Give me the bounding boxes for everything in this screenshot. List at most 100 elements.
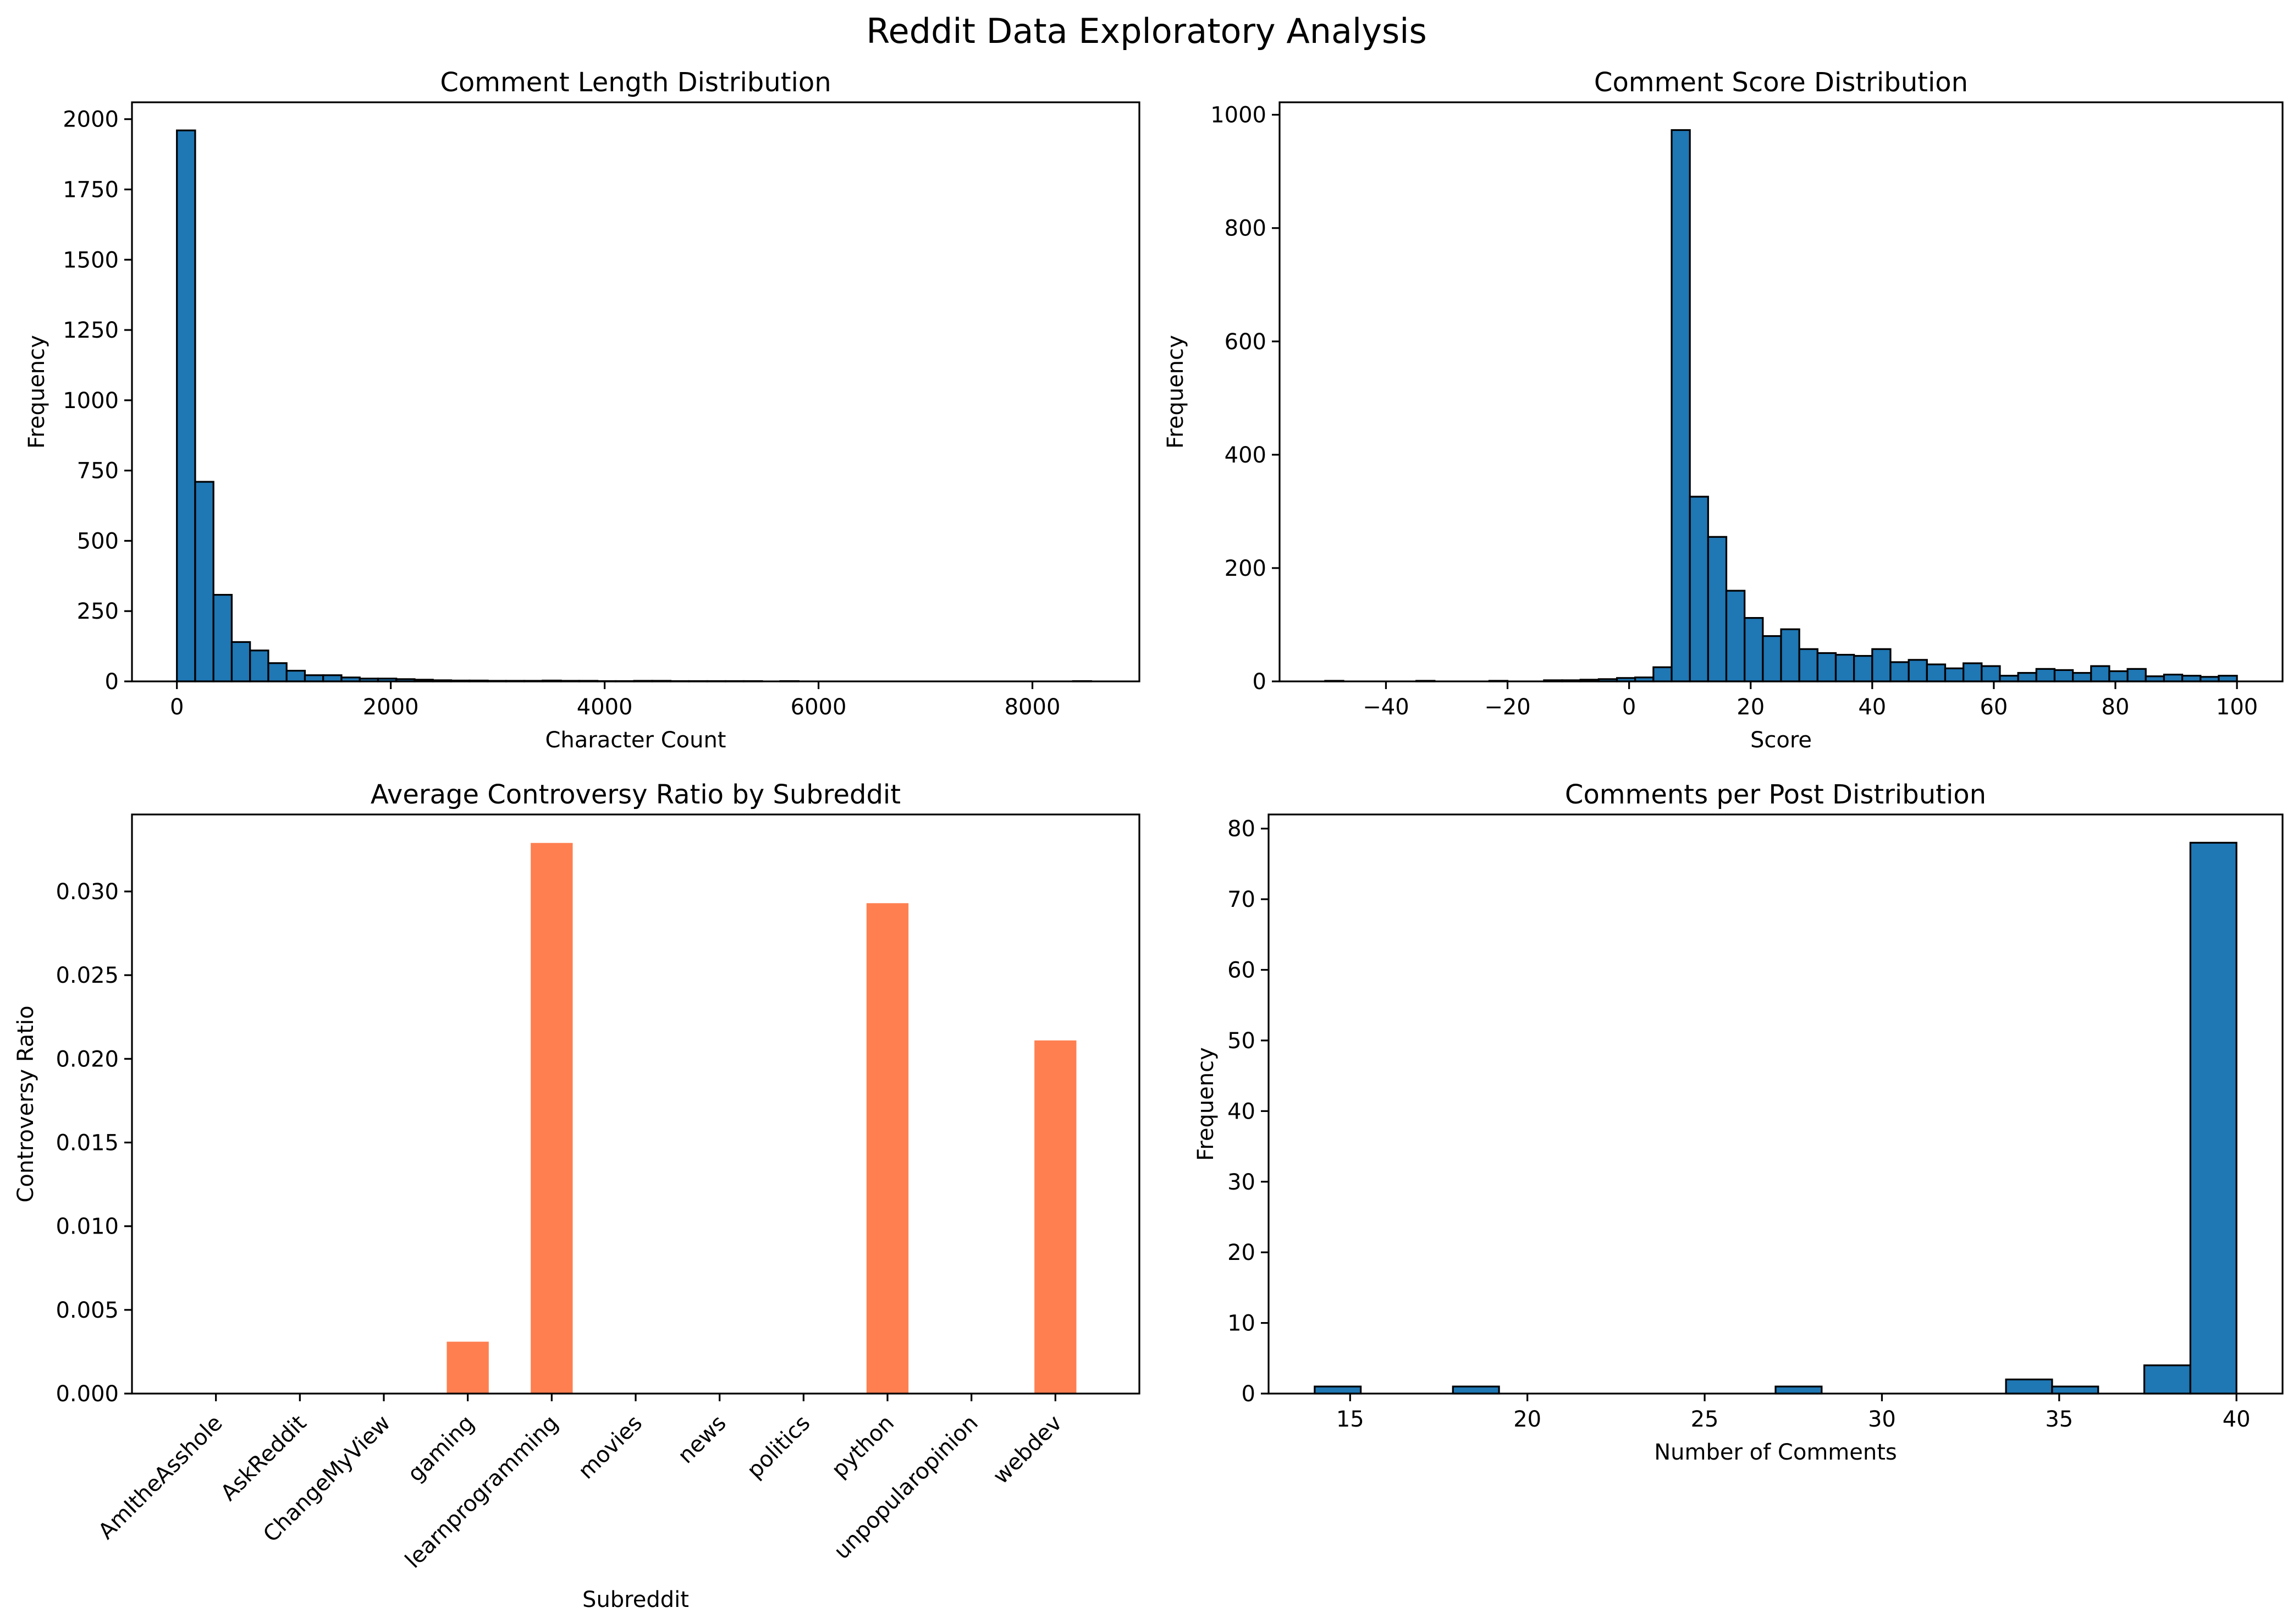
histogram-bar	[1652, 666, 1673, 682]
y-axis: 0.000 0.005 0.010 0.015 0.020 0.025 0.030	[56, 879, 132, 1407]
y-tick-label: 800	[1225, 216, 1266, 241]
y-tick-label: 0.005	[56, 1298, 119, 1323]
x-tick-label: 20	[1513, 1407, 1541, 1432]
y-tick-label: 40	[1227, 1099, 1255, 1124]
x-tick-label: 35	[2045, 1407, 2073, 1432]
bar-python	[866, 903, 909, 1394]
x-axis: −40 −20 0 20 40 60 80 100	[1363, 681, 2258, 720]
histogram-bar	[2053, 669, 2074, 682]
histogram-bar	[1689, 496, 1709, 682]
histogram-bar	[1981, 665, 2001, 682]
y-tick-label: 0	[105, 669, 119, 695]
y-tick-label: 0.030	[56, 879, 119, 905]
x-tick-label: 8000	[1005, 695, 1061, 720]
y-axis: 0 200 400 600 800 1000	[1210, 103, 1280, 695]
y-tick-label: 1250	[63, 318, 119, 343]
y-tick-label: 1500	[63, 247, 119, 273]
histogram-bar	[2005, 1378, 2053, 1395]
y-tick-label: 2000	[63, 107, 119, 133]
bars	[447, 843, 1077, 1394]
x-tick-label: 20	[1737, 695, 1765, 720]
x-axis: 15 20 25 30 35 40	[1336, 1394, 2251, 1432]
histogram-bar	[1671, 129, 1691, 682]
histogram-bar	[2090, 665, 2110, 682]
y-tick-label: 500	[77, 529, 119, 554]
histogram-bar	[1834, 653, 1855, 682]
y-tick-label: 1000	[63, 388, 119, 414]
histogram-bar	[322, 674, 343, 682]
histogram-bar	[304, 674, 324, 682]
x-tick-label: 4000	[577, 695, 633, 720]
histogram-bar	[1707, 536, 1728, 682]
x-tick-label: 30	[1868, 1407, 1896, 1432]
bars	[1314, 841, 2237, 1395]
y-tick-label: 0.010	[56, 1214, 119, 1240]
y-tick-label: 50	[1227, 1028, 1255, 1054]
y-axis-label: Frequency	[1163, 335, 1188, 449]
histogram-bar	[1908, 659, 1928, 682]
histogram-bar	[2108, 670, 2129, 682]
histogram-bar	[2017, 671, 2037, 682]
histogram-bar	[1798, 648, 1818, 682]
histogram-bar	[1762, 635, 1782, 682]
figure-title: Reddit Data Exploratory Analysis	[866, 11, 1427, 51]
histogram-bar	[1725, 590, 1746, 682]
histogram-bar	[1963, 662, 1983, 682]
x-tick-label: 60	[1980, 695, 2008, 720]
histogram-bar	[1816, 652, 1837, 682]
bar-gaming	[447, 1341, 489, 1394]
y-tick-label: 0.000	[56, 1381, 119, 1407]
y-tick-label: 600	[1225, 329, 1266, 355]
x-axis-label: Character Count	[545, 728, 726, 753]
chart-title: Average Controversy Ratio by Subreddit	[371, 779, 901, 810]
x-axis: 0 2000 4000 6000 8000	[170, 681, 1060, 720]
histogram-bar	[1774, 1385, 1823, 1395]
y-tick-label: 30	[1227, 1170, 1255, 1195]
histogram-bar	[176, 129, 196, 682]
x-tick-label: 100	[2216, 695, 2258, 720]
x-tick-label: 0	[1622, 695, 1636, 720]
histogram-bar	[267, 662, 288, 682]
y-axis-label: Frequency	[1193, 1047, 1219, 1161]
x-tick-label: 2000	[363, 695, 419, 720]
chart-title: Comment Length Distribution	[440, 67, 831, 98]
bars	[1324, 129, 2238, 682]
x-tick-label: 40	[1858, 695, 1886, 720]
y-tick-label: 0.015	[56, 1130, 119, 1155]
y-tick-label: 250	[77, 599, 119, 624]
histogram-bar	[2126, 668, 2147, 682]
y-tick-label: 1750	[63, 177, 119, 202]
y-tick-label: 10	[1227, 1311, 1255, 1336]
histogram-bar	[212, 593, 233, 682]
y-tick-label: 0	[1253, 669, 1266, 695]
bar-learnprogramming	[531, 843, 573, 1394]
y-tick-label: 20	[1227, 1240, 1255, 1265]
x-tick-label: 80	[2102, 695, 2130, 720]
x-axis-label: Subreddit	[582, 1587, 689, 1612]
y-axis-label: Controversy Ratio	[13, 1005, 38, 1202]
x-tick-label: 25	[1691, 1407, 1719, 1432]
histogram-bar	[1944, 667, 1965, 682]
histogram-bar	[1314, 1385, 1362, 1395]
chart-title: Comment Score Distribution	[1594, 67, 1968, 98]
histogram-bar	[249, 649, 269, 682]
histogram-bar	[2189, 841, 2237, 1395]
histogram-bar	[230, 641, 251, 682]
y-tick-label: 60	[1227, 958, 1255, 983]
histogram-bar	[1452, 1385, 1500, 1395]
y-tick-label: 200	[1225, 556, 1266, 581]
histogram-bar	[1853, 655, 1873, 682]
x-tick-label: −20	[1484, 695, 1530, 720]
y-tick-label: 750	[77, 459, 119, 484]
histogram-bar	[2035, 668, 2056, 682]
histogram-bar	[2163, 674, 2184, 682]
bar-webdev	[1034, 1040, 1077, 1394]
y-tick-label: 400	[1225, 443, 1266, 468]
histogram-bar	[194, 481, 214, 682]
y-tick-label: 0	[1242, 1381, 1255, 1407]
x-tick-label: 40	[2223, 1407, 2251, 1432]
histogram-bar	[1744, 617, 1764, 682]
y-axis: 0 10 20 30 40 50 60 70 80	[1227, 817, 1269, 1407]
x-axis-label: Number of Comments	[1654, 1440, 1897, 1465]
